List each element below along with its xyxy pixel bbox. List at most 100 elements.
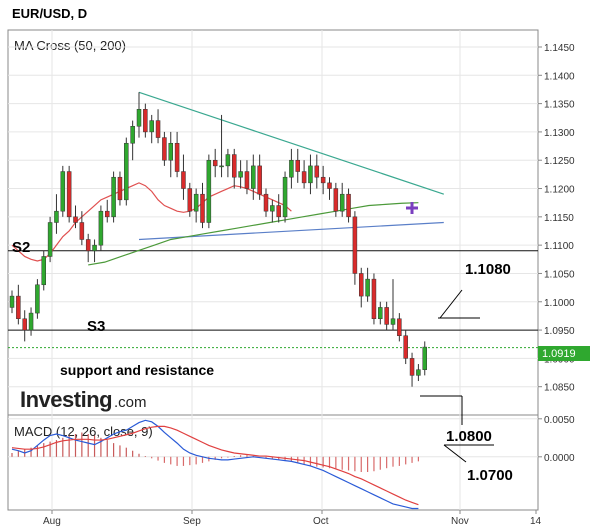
- candle-up: [47, 222, 53, 257]
- macd-series: [11, 419, 419, 510]
- candle-up: [390, 318, 396, 325]
- macd-label: MACD (12, 26, close, 9): [14, 424, 153, 439]
- candle-down: [66, 171, 72, 218]
- candle-down: [333, 188, 339, 212]
- brand-suffix: .com: [114, 394, 147, 411]
- candle-down: [346, 193, 351, 218]
- candle-down: [295, 159, 300, 172]
- investing-logo: Investing .com: [20, 387, 147, 412]
- macd-line: [11, 419, 419, 510]
- level-0700-label: 1.0700: [467, 467, 513, 484]
- candle-down: [117, 176, 123, 201]
- candle-up: [219, 165, 224, 168]
- y-tick-label: 1.1400: [544, 71, 575, 82]
- x-tick-label: Oct: [313, 516, 329, 527]
- candle-up: [124, 142, 129, 201]
- candle-up: [35, 284, 40, 314]
- candle-up: [238, 171, 243, 178]
- ma-slow-line: [88, 202, 419, 266]
- y-tick-label: 1.1000: [544, 298, 575, 309]
- y-tick-label: 1.1300: [544, 128, 575, 139]
- candle-down: [85, 239, 91, 252]
- candle-down: [397, 318, 402, 336]
- y-tick-label: 1.0850: [544, 383, 575, 394]
- candle-up: [130, 126, 135, 144]
- candle-up: [225, 154, 231, 167]
- candle-up: [422, 346, 427, 370]
- y-tick-label: 1.1150: [544, 213, 574, 224]
- level-0700-leader: [443, 444, 467, 463]
- y-tick-label: 1.1450: [544, 43, 575, 54]
- crossover-marker-icon: [406, 202, 418, 214]
- y-tick-label: 1.1050: [544, 269, 575, 280]
- s2-label: S2: [12, 239, 30, 256]
- x-tick-label: 14: [530, 516, 542, 527]
- candle-down: [16, 295, 21, 319]
- candle-up: [193, 193, 199, 212]
- level-1080-label: 1.1080: [465, 261, 511, 278]
- candle-up: [54, 210, 59, 223]
- candle-down: [162, 137, 167, 161]
- candle-down: [200, 193, 205, 223]
- s3-label: S3: [87, 318, 105, 335]
- candle-down: [79, 222, 85, 240]
- candle-down: [263, 193, 269, 212]
- y-tick-label: 1.0950: [544, 326, 575, 337]
- candle-up: [136, 109, 142, 127]
- ma-cross-label: MA Cross (50, 200): [14, 38, 126, 53]
- descending-trendline: [138, 91, 444, 195]
- x-tick-label: Sep: [183, 516, 201, 527]
- candle-down: [359, 273, 364, 297]
- candle-up: [111, 176, 116, 218]
- y-tick-label: 1.1350: [544, 100, 575, 111]
- candle-up: [339, 193, 345, 212]
- candle-down: [257, 165, 262, 195]
- candle-up: [60, 171, 66, 212]
- candlesticks: [9, 92, 427, 387]
- y-axis-ticks: 1.1450 1.1400 1.1350 1.1300 1.1250 1.1200 1.11…: [538, 43, 575, 464]
- x-tick-label: Nov: [451, 516, 469, 527]
- candle-up: [92, 244, 97, 252]
- macd-y-tick-label: 0.0000: [544, 453, 575, 464]
- candle-up: [149, 120, 154, 133]
- candle-up: [168, 142, 173, 161]
- candle-down: [232, 154, 237, 178]
- candle-down: [403, 335, 408, 359]
- candle-up: [378, 307, 383, 320]
- candle-down: [244, 171, 250, 189]
- candle-down: [22, 318, 27, 331]
- support-resistance-label: support and resistance: [60, 362, 214, 378]
- candle-up: [9, 295, 15, 308]
- moving-averages: [11, 182, 419, 266]
- candle-down: [174, 142, 180, 172]
- candle-down: [212, 159, 218, 167]
- candle-down: [320, 176, 326, 184]
- y-tick-label: 1.1100: [544, 241, 574, 252]
- level-1080-leader: [439, 289, 463, 319]
- candle-up: [416, 369, 421, 376]
- candle-up: [282, 176, 288, 218]
- candle-down: [155, 120, 161, 138]
- candle-down: [143, 109, 148, 133]
- candle-down: [105, 210, 110, 218]
- candle-down: [409, 358, 415, 376]
- candle-down: [371, 278, 377, 319]
- brand-name: Investing: [20, 387, 112, 412]
- y-tick-label: 1.1250: [544, 156, 575, 167]
- candle-up: [251, 165, 256, 189]
- x-tick-label: Aug: [43, 516, 61, 527]
- candle-up: [365, 278, 370, 297]
- plot-frame: [7, 29, 539, 511]
- candle-down: [314, 165, 320, 178]
- level-0800-label: 1.0800: [446, 428, 492, 445]
- chart-title: EUR/USD, D: [12, 6, 87, 21]
- macd-y-tick-label: 0.0050: [544, 415, 575, 426]
- candle-down: [181, 171, 186, 189]
- current-price-value: 1.0919: [542, 348, 576, 360]
- candle-up: [270, 205, 275, 212]
- candle-up: [28, 312, 34, 331]
- candle-down: [73, 216, 78, 223]
- current-price-badge: [538, 346, 590, 361]
- candle-up: [98, 210, 104, 246]
